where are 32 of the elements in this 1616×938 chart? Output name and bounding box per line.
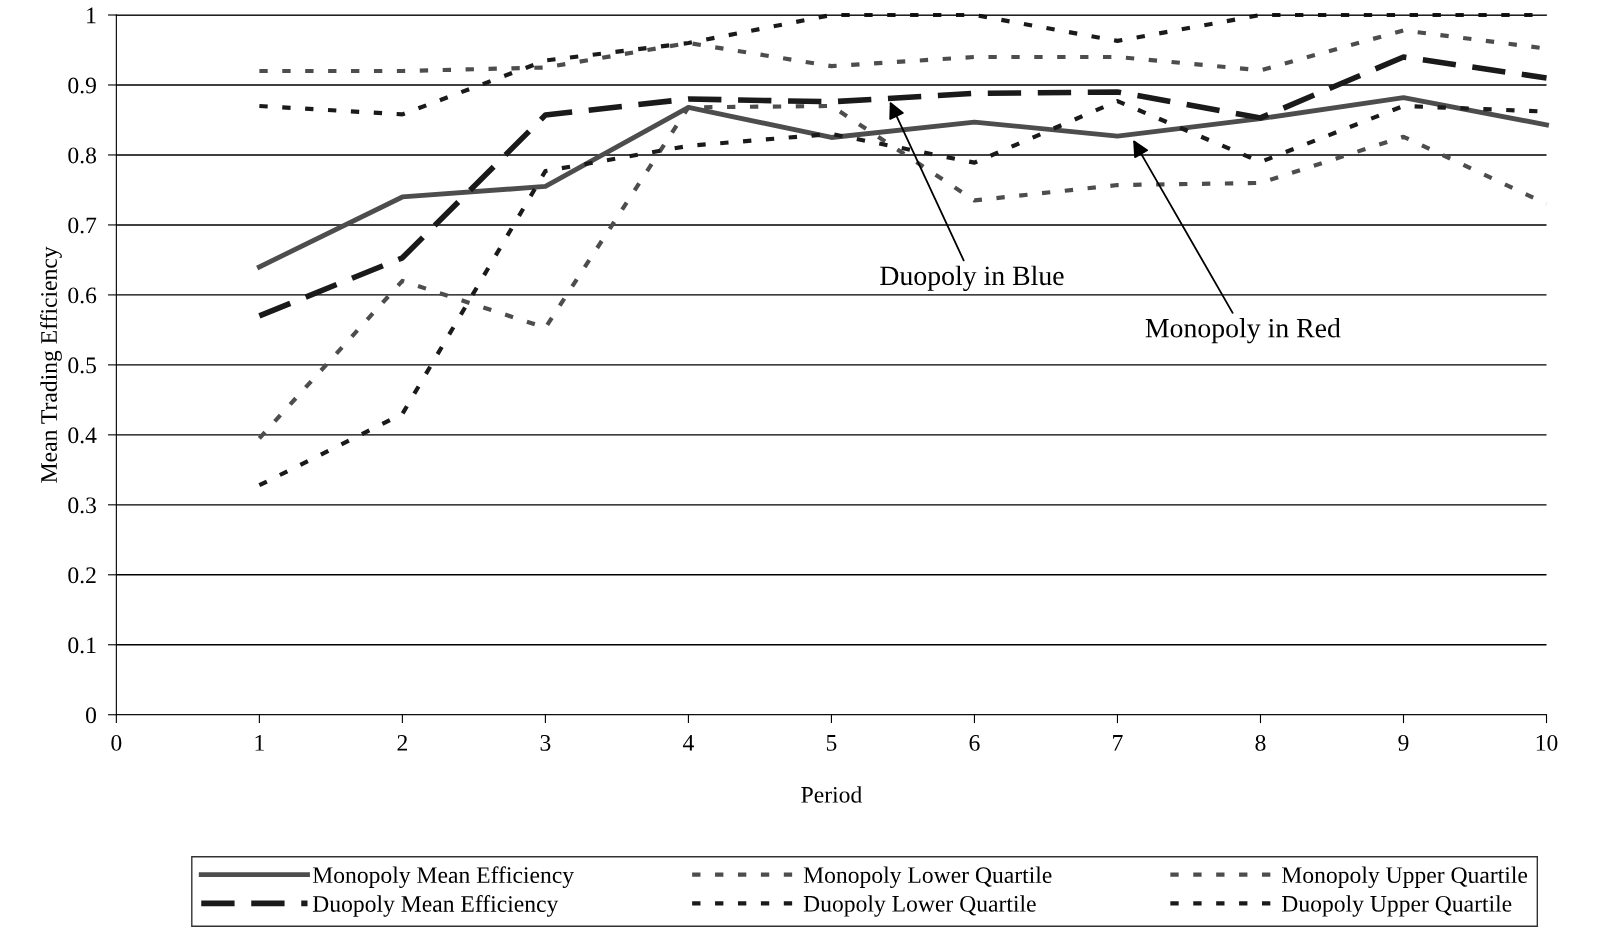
x-tick-label: 10 bbox=[1536, 734, 1558, 751]
legend-label: Duopoly Mean Efficiency bbox=[312, 895, 559, 917]
y-tick-label: 0.5 bbox=[68, 357, 96, 374]
x-tick-label: 1 bbox=[255, 735, 264, 751]
legend-label: Duopoly Upper Quartile bbox=[1281, 895, 1512, 917]
x-tick-label: 2 bbox=[397, 734, 407, 751]
annotation: Monopoly in Red bbox=[1145, 318, 1341, 344]
annotation: Duopoly in Blue bbox=[880, 265, 1064, 291]
y-tick-label: 0.9 bbox=[68, 77, 96, 94]
y-tick-label: 0.1 bbox=[68, 637, 96, 654]
x-tick-label: 0 bbox=[111, 734, 122, 751]
y-axis-title: Mean Trading Efficiency bbox=[40, 246, 62, 483]
y-tick-label: 0.2 bbox=[68, 567, 96, 584]
y-tick-label: 1 bbox=[87, 7, 96, 24]
legend-label: Monopoly Upper Quartile bbox=[1281, 866, 1528, 888]
y-tick-label: 0.4 bbox=[68, 427, 97, 444]
x-axis-title: Period bbox=[801, 786, 862, 803]
y-tick-label: 0.7 bbox=[68, 217, 97, 234]
y-tick-label: 0.3 bbox=[68, 497, 96, 514]
y-tick-label: 0.6 bbox=[68, 287, 97, 304]
y-tick-label: 0 bbox=[86, 707, 97, 724]
legend-label: Monopoly Lower Quartile bbox=[803, 866, 1052, 888]
x-tick-label: 4 bbox=[682, 735, 694, 751]
x-tick-label: 6 bbox=[969, 734, 980, 751]
legend-label: Monopoly Mean Efficiency bbox=[312, 866, 574, 888]
legend-label: Duopoly Lower Quartile bbox=[803, 895, 1036, 917]
x-tick-label: 5 bbox=[826, 735, 837, 751]
y-tick-label: 0.8 bbox=[68, 147, 97, 164]
x-tick-label: 9 bbox=[1398, 734, 1409, 751]
x-tick-label: 7 bbox=[1113, 735, 1123, 751]
x-tick-label: 3 bbox=[540, 734, 551, 751]
x-tick-label: 8 bbox=[1255, 734, 1266, 751]
